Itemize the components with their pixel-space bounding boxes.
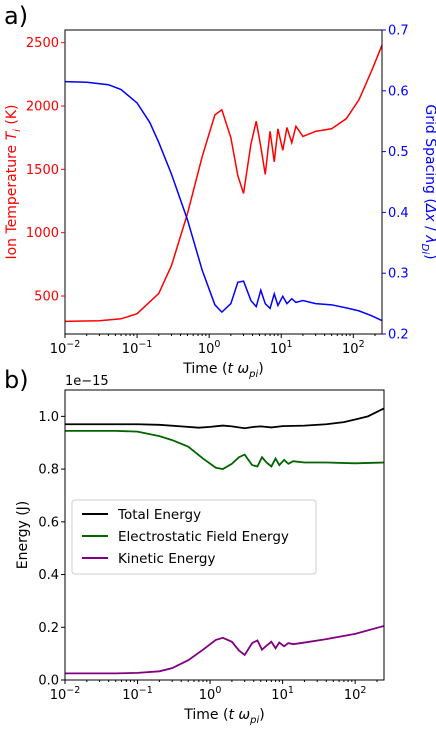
y-axis-title: Energy (J) [15,501,31,570]
panel-a: 10−2 10−1 100 101 102 Time (t ωpi) 500 1000 1500… [4,2,436,380]
x-tick-label: 10−1 [122,685,153,703]
panel-a-label: a) [4,2,28,30]
total-energy-line [65,407,384,430]
x-tick-label: 100 [198,339,221,357]
y-tick-label: 0.6 [38,515,59,530]
panel-a-plot-area [65,44,382,323]
y-tick-label: 0.2 [38,621,59,636]
panel-b-plot-area [65,407,384,675]
panel-b-frame [64,389,385,681]
right-y-tick-label: 0.6 [388,84,409,99]
x-tick-label: 100 [199,685,222,703]
right-y-tick-label: 0.5 [388,145,409,160]
legend-entry: Kinetic Energy [118,551,216,567]
legend: Total Energy Electrostatic Field Energy Ki… [71,499,317,575]
x-tick-label: 10−1 [122,339,153,357]
legend-box [71,499,317,575]
kinetic-energy-line [65,625,384,675]
x-tick-label: 101 [271,685,294,703]
y-offset-text: 1e−15 [65,374,109,389]
x-tick-label: 10−2 [50,685,81,703]
x-tick-label: 102 [344,685,367,703]
panel-b: 10−2 10−1 100 101 102 Time (t ωpi) 0.0 0.2 0.4 0.… [4,366,385,726]
ion-temperature-line [65,44,382,323]
x-axis-title: Time (t ωpi) [182,361,263,380]
panel-b-label: b) [4,366,29,394]
right-y-tick-label: 0.4 [388,206,409,221]
left-y-tick-label: 2500 [26,36,59,51]
panel-a-frame [64,29,383,335]
y-tick-label: 0.4 [38,568,59,583]
right-y-tick-label: 0.7 [388,24,409,39]
left-y-axis-title: Ion Temperature Ti (K) [4,104,23,259]
right-y-axis-title: Grid Spacing (Δx / λDi) [419,104,436,259]
x-tick-label: 102 [342,339,365,357]
y-tick-label: 0.8 [38,463,59,478]
legend-entry: Total Energy [117,507,201,523]
left-y-tick-label: 1500 [26,163,59,178]
left-y-tick-label: 2000 [26,100,59,115]
x-tick-label: 101 [270,339,293,357]
left-y-tick-label: 500 [34,290,59,305]
electrostatic-field-energy-line [65,429,384,471]
y-tick-label: 1.0 [38,410,59,425]
y-tick-label: 0.0 [38,674,59,689]
x-axis-title: Time (t ωpi) [183,707,264,726]
left-y-tick-label: 1000 [26,226,59,241]
legend-entry: Electrostatic Field Energy [118,529,289,545]
right-y-tick-label: 0.2 [388,328,409,343]
x-tick-label: 10−2 [50,339,81,357]
right-y-tick-label: 0.3 [388,267,409,282]
grid-spacing-line [65,80,382,322]
